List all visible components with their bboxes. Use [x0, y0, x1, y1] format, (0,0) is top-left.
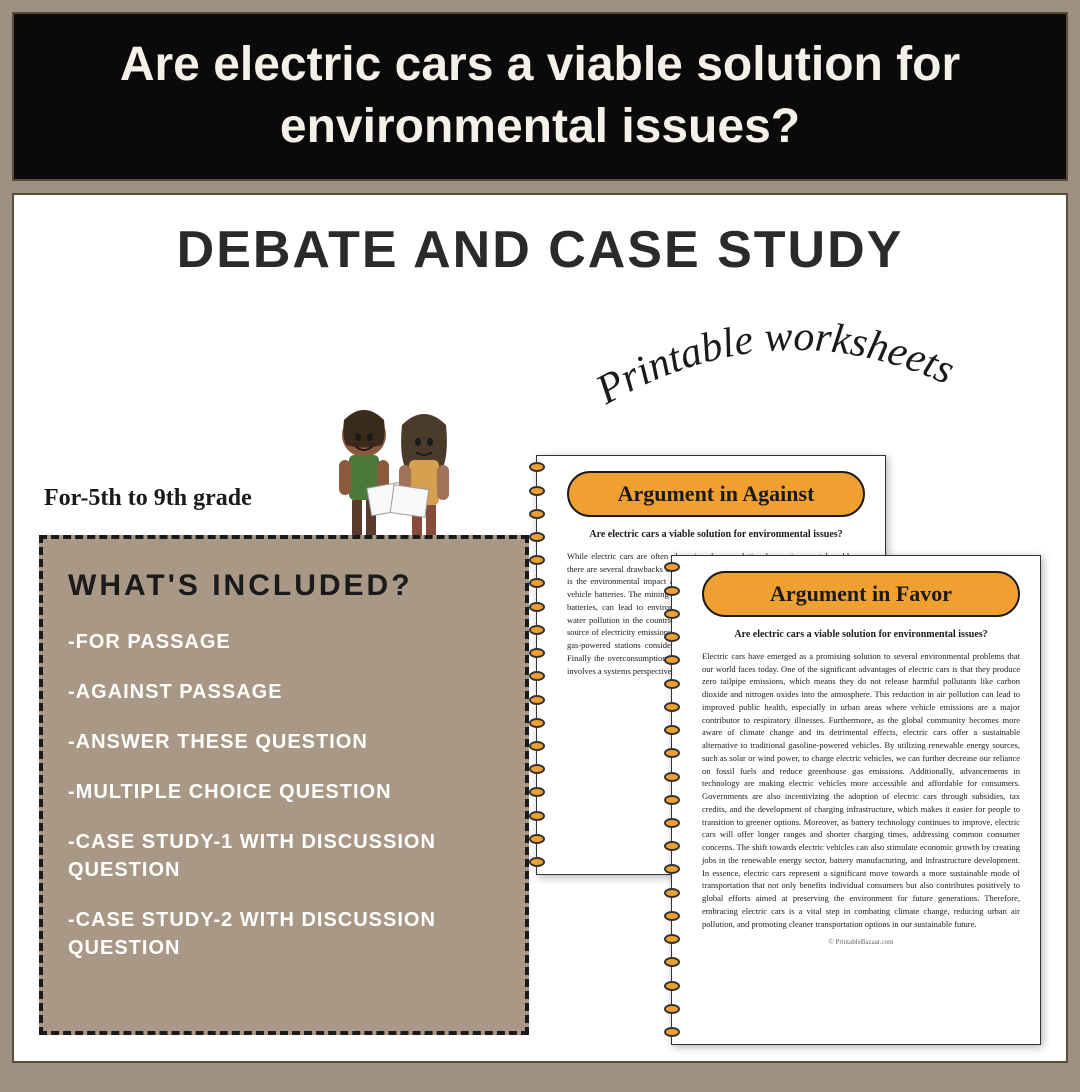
worksheet-footer: © PrintableBazaar.com — [702, 938, 1020, 946]
worksheet-body-text: Electric cars have emerged as a promisin… — [702, 650, 1020, 931]
main-content-area: Debate and case study Printable workshee… — [12, 193, 1068, 1063]
included-item: -Multiple choice question — [68, 778, 500, 806]
worksheet-header: Argument in Favor — [702, 571, 1020, 617]
included-item: -Case study-1 with discussion question — [68, 828, 500, 884]
spiral-binding-icon — [664, 556, 684, 1044]
worksheet-question: Are electric cars a viable solution for … — [702, 629, 1020, 640]
included-title: WHAT'S INCLUDED? — [68, 569, 500, 603]
included-item: -For passage — [68, 628, 500, 656]
included-item: -Against passage — [68, 678, 500, 706]
worksheet-header: Argument in Against — [567, 471, 865, 517]
svg-text:Printable worksheets: Printable worksheets — [588, 315, 961, 414]
title-banner: Are electric cars a viable solution for … — [12, 12, 1068, 181]
printable-worksheets-label: Printable worksheets — [586, 315, 1006, 435]
spiral-binding-icon — [529, 456, 549, 874]
title-text: Are electric cars a viable solution for … — [120, 38, 960, 153]
grade-level-label: For-5th to 9th grade — [44, 485, 252, 512]
included-item: -Answer these question — [68, 728, 500, 756]
included-item: -Case study-2 with discussion question — [68, 906, 500, 962]
worksheet-preview-favor: Argument in Favor Are electric cars a vi… — [671, 555, 1041, 1045]
subtitle-text: Debate and case study — [14, 195, 1066, 290]
worksheet-question: Are electric cars a viable solution for … — [567, 529, 865, 540]
whats-included-panel: WHAT'S INCLUDED? -For passage -Against p… — [39, 535, 529, 1035]
